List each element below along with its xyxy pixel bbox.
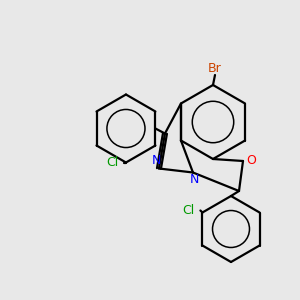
Text: N: N	[151, 154, 160, 167]
Text: Br: Br	[208, 62, 222, 76]
Text: O: O	[246, 154, 256, 167]
Text: Cl: Cl	[106, 156, 118, 169]
Text: N: N	[189, 173, 199, 186]
Text: Cl: Cl	[182, 204, 194, 217]
